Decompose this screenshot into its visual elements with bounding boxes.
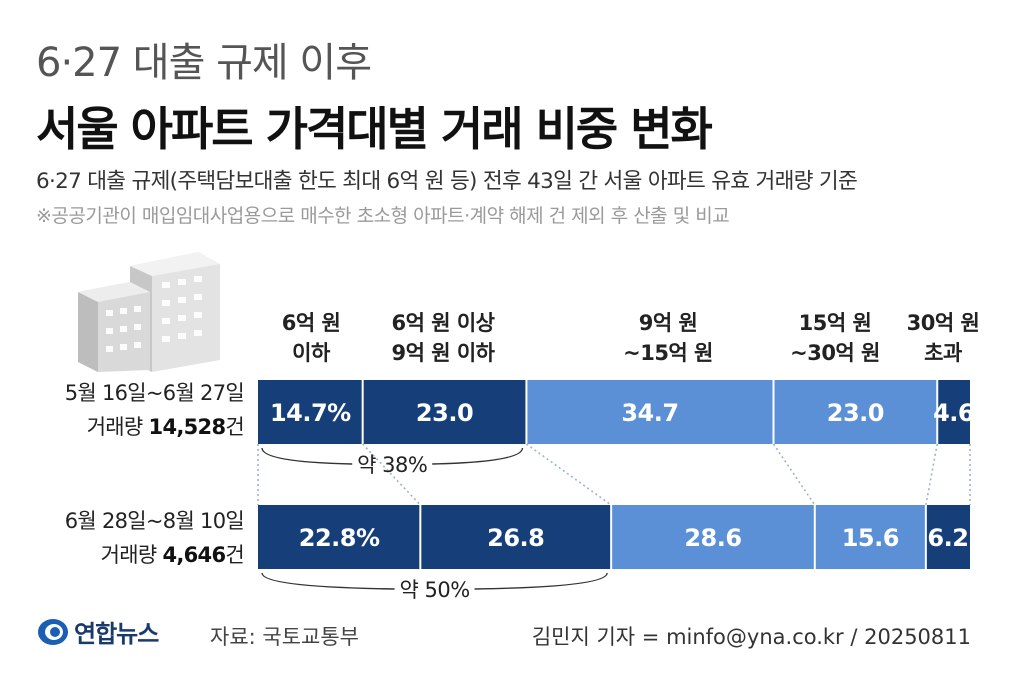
category-label: 6억 원 이상	[391, 311, 495, 335]
row-label: 6월 28일~8월 10일 거래량 4,646건	[64, 504, 245, 572]
data-label: 34.7	[621, 399, 678, 427]
row-period: 5월 16일~6월 27일	[64, 381, 245, 405]
category-header: 6억 원 이상 9억 원 이하	[360, 308, 526, 368]
bar-segment	[362, 380, 527, 444]
brace	[261, 572, 608, 590]
category-label: 9억 원	[638, 311, 698, 335]
share-annotation: 약 38%	[357, 453, 427, 477]
bar-segment	[258, 380, 363, 444]
bar-segment	[258, 505, 421, 569]
row-volume: 거래량 14,528건	[86, 415, 245, 439]
category-header: 30억 원 초과	[895, 308, 991, 368]
share-annotation: 약 50%	[399, 578, 469, 602]
bar-segment	[814, 505, 926, 569]
source: 자료: 국토교통부	[210, 625, 359, 649]
category-label: 이하	[292, 341, 330, 365]
footnote: ※공공기관이 매입임대사업용으로 매수한 초소형 아파트·계약 해제 건 제외 …	[36, 205, 730, 227]
data-label: 26.8	[487, 524, 544, 552]
brand-name: 연합뉴스	[74, 620, 159, 648]
subtitle: 6·27 대출 규제(주택담보대출 한도 최대 6억 원 등) 전후 43일 간…	[36, 169, 858, 194]
apartment-building-icon	[78, 252, 220, 372]
data-label: 28.6	[684, 524, 741, 552]
bar-segment	[420, 505, 612, 569]
connector-line	[925, 443, 939, 506]
category-header: 15억 원 ~30억 원	[770, 308, 900, 368]
title-line1: 6·27 대출 규제 이후	[36, 40, 372, 86]
data-label: 22.8%	[299, 524, 380, 552]
data-label: 6.2	[927, 524, 968, 552]
category-label: 9억 원 이하	[391, 341, 495, 365]
row-label: 5월 16일~6월 27일 거래량 14,528건	[64, 376, 245, 444]
category-label: 6억 원	[281, 311, 341, 335]
category-header: 9억 원 ~15억 원	[585, 308, 751, 368]
category-header: 6억 원 이하	[263, 308, 359, 368]
category-label: 초과	[924, 341, 962, 365]
category-label: ~15억 원	[623, 341, 713, 365]
connector-line	[772, 443, 816, 506]
credit: 김민지 기자 = minfo@yna.co.kr / 20250811	[531, 625, 971, 649]
data-label: 14.7%	[270, 399, 351, 427]
brace	[261, 447, 524, 465]
category-label: 15억 원	[798, 311, 872, 335]
data-label: 23.0	[416, 399, 473, 427]
data-label: 4.6	[933, 399, 974, 427]
category-label: 30억 원	[906, 311, 980, 335]
bar-segment	[526, 380, 774, 444]
yonhap-logo: 연합뉴스	[36, 614, 159, 649]
bar-segment	[937, 380, 970, 444]
connector-line	[362, 443, 421, 506]
row-period: 6월 28일~8월 10일	[64, 509, 245, 533]
title-line2: 서울 아파트 가격대별 거래 비중 변화	[36, 102, 713, 156]
bar-segment	[925, 505, 970, 569]
category-label: ~30억 원	[790, 341, 880, 365]
connector-line	[525, 443, 612, 506]
data-label: 23.0	[827, 399, 884, 427]
yonhap-logo-icon	[38, 618, 68, 645]
row-volume: 거래량 4,646건	[100, 543, 245, 567]
bar-segment	[611, 505, 815, 569]
bar-segment	[773, 380, 938, 444]
data-label: 15.6	[842, 524, 899, 552]
